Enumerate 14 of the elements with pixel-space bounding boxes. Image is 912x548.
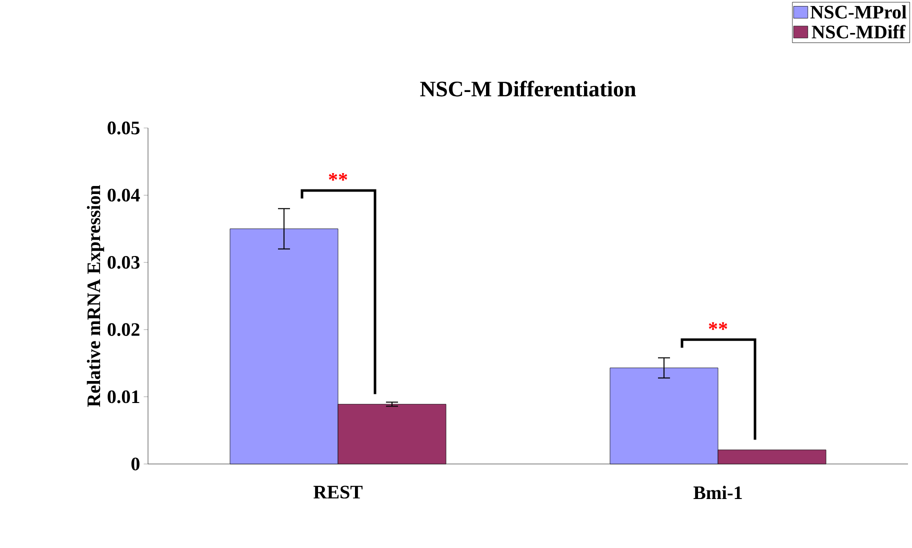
y-axis-title: Relative mRNA Expression [86,185,104,407]
y-tick-label: 0.02 [108,323,140,336]
annotation: ** [328,173,348,181]
chart-title: NSC-M Differentiation [420,80,636,96]
y-tick-label: 0 [131,458,140,470]
x-tick-label: Bmi-1 [694,486,742,500]
y-tick-label: 0.01 [108,390,140,404]
legend-label: NSC-MDiff [812,24,906,38]
y-tick-label: 0.04 [108,188,140,202]
legend-label: NSC-MProl [810,5,906,19]
annotation: ** [708,322,728,330]
y-tick-label: 0.05 [108,122,140,134]
x-tick-label: REST [314,486,363,499]
y-tick-label: 0.03 [108,256,140,269]
